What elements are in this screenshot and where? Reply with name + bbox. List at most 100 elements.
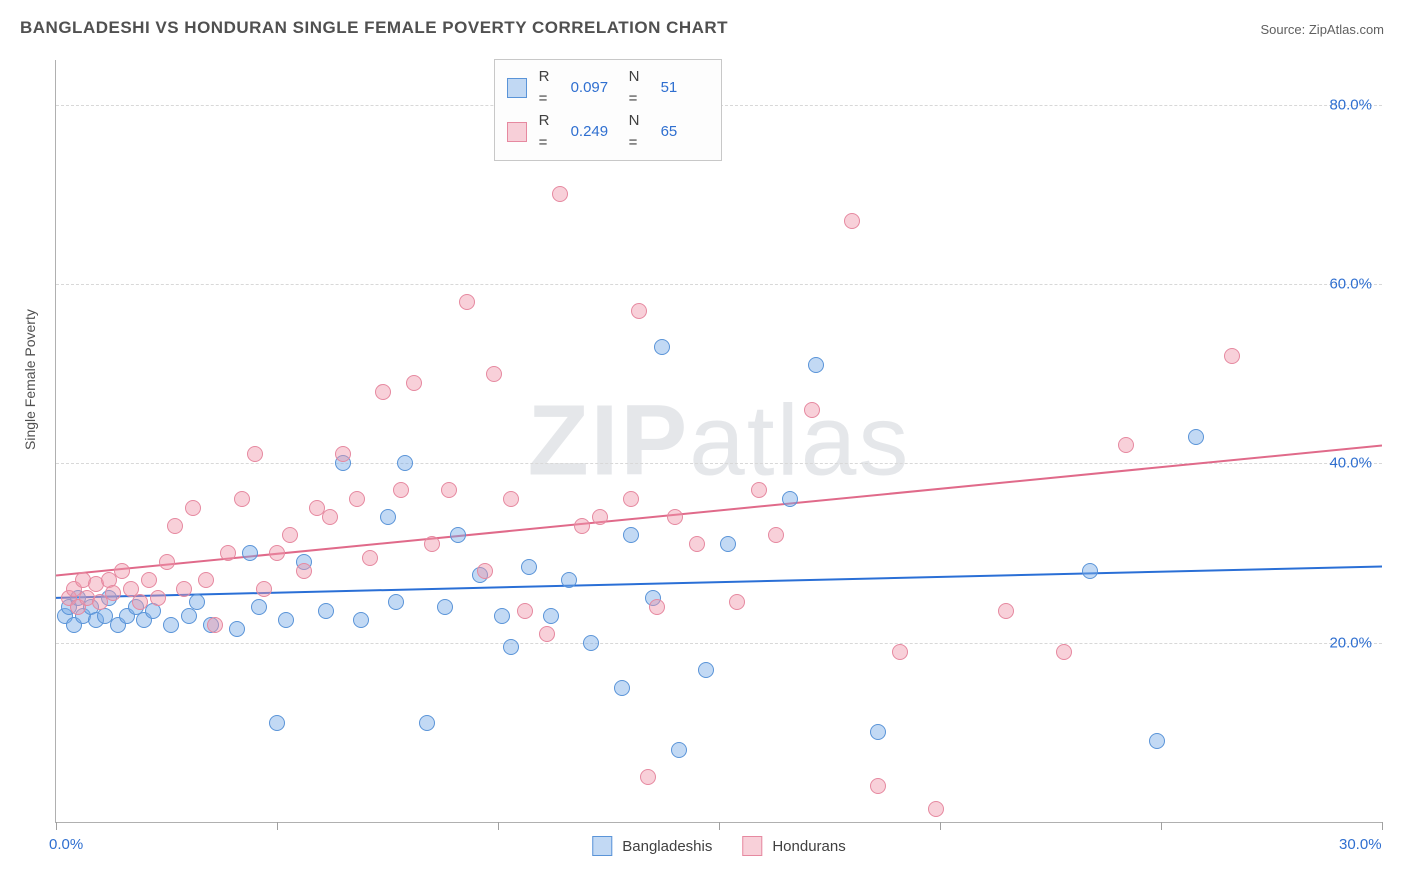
scatter-point xyxy=(353,612,369,628)
scatter-point xyxy=(406,375,422,391)
scatter-point xyxy=(808,357,824,373)
scatter-point xyxy=(574,518,590,534)
scatter-point xyxy=(539,626,555,642)
scatter-point xyxy=(207,617,223,633)
x-tick xyxy=(719,822,720,830)
x-axis-label-right: 30.0% xyxy=(1339,836,1382,853)
scatter-point xyxy=(892,644,908,660)
scatter-point xyxy=(220,545,236,561)
scatter-point xyxy=(198,572,214,588)
scatter-point xyxy=(583,635,599,651)
scatter-point xyxy=(269,545,285,561)
grid-line xyxy=(56,284,1382,285)
swatch-icon xyxy=(507,78,527,98)
scatter-point xyxy=(393,482,409,498)
scatter-point xyxy=(1082,563,1098,579)
swatch-icon xyxy=(507,122,527,142)
legend-label: Hondurans xyxy=(772,838,845,855)
scatter-point xyxy=(521,559,537,575)
scatter-point xyxy=(185,500,201,516)
bottom-legend: Bangladeshis Hondurans xyxy=(592,836,845,856)
y-tick-label: 40.0% xyxy=(1329,455,1372,472)
scatter-point xyxy=(640,769,656,785)
stat-label-R: R = xyxy=(539,110,561,154)
swatch-icon xyxy=(592,836,612,856)
y-tick-label: 80.0% xyxy=(1329,96,1372,113)
scatter-point xyxy=(592,509,608,525)
source-label: Source: ZipAtlas.com xyxy=(1260,22,1384,37)
watermark-bold: ZIP xyxy=(528,385,690,497)
scatter-point xyxy=(388,594,404,610)
scatter-point xyxy=(437,599,453,615)
swatch-icon xyxy=(742,836,762,856)
scatter-point xyxy=(247,446,263,462)
scatter-point xyxy=(189,594,205,610)
scatter-point xyxy=(561,572,577,588)
scatter-point xyxy=(362,550,378,566)
scatter-point xyxy=(251,599,267,615)
y-axis-label: Single Female Poverty xyxy=(22,309,38,450)
scatter-point xyxy=(282,527,298,543)
scatter-point xyxy=(614,680,630,696)
scatter-point xyxy=(105,585,121,601)
scatter-point xyxy=(870,724,886,740)
scatter-point xyxy=(654,339,670,355)
scatter-point xyxy=(804,402,820,418)
stat-label-N: N = xyxy=(629,110,651,154)
scatter-point xyxy=(335,446,351,462)
scatter-point xyxy=(729,594,745,610)
stat-value-N: 65 xyxy=(661,121,709,143)
scatter-point xyxy=(623,527,639,543)
scatter-point xyxy=(494,608,510,624)
scatter-point xyxy=(667,509,683,525)
scatter-point xyxy=(278,612,294,628)
scatter-point xyxy=(1224,348,1240,364)
chart-title: BANGLADESHI VS HONDURAN SINGLE FEMALE PO… xyxy=(20,18,728,38)
grid-line xyxy=(56,463,1382,464)
scatter-point xyxy=(720,536,736,552)
legend-item-bangladeshis: Bangladeshis xyxy=(592,836,712,856)
stat-value-R: 0.249 xyxy=(571,121,619,143)
scatter-point xyxy=(234,491,250,507)
scatter-point xyxy=(998,603,1014,619)
stat-value-N: 51 xyxy=(661,77,709,99)
scatter-point xyxy=(1056,644,1072,660)
x-tick xyxy=(940,822,941,830)
y-tick-label: 60.0% xyxy=(1329,276,1372,293)
scatter-point xyxy=(698,662,714,678)
scatter-point xyxy=(167,518,183,534)
scatter-point xyxy=(114,563,130,579)
scatter-point xyxy=(503,639,519,655)
grid-line xyxy=(56,643,1382,644)
x-tick xyxy=(56,822,57,830)
scatter-point xyxy=(256,581,272,597)
scatter-point xyxy=(671,742,687,758)
plot-area: ZIPatlas 20.0% 40.0% 60.0% 80.0% R = 0.097 N … xyxy=(55,60,1382,823)
stat-value-R: 0.097 xyxy=(571,77,619,99)
scatter-point xyxy=(150,590,166,606)
scatter-point xyxy=(623,491,639,507)
scatter-point xyxy=(380,509,396,525)
scatter-point xyxy=(844,213,860,229)
scatter-point xyxy=(242,545,258,561)
scatter-point xyxy=(159,554,175,570)
scatter-point xyxy=(1188,429,1204,445)
scatter-point xyxy=(552,186,568,202)
scatter-point xyxy=(477,563,493,579)
scatter-point xyxy=(1149,733,1165,749)
scatter-point xyxy=(296,563,312,579)
scatter-point xyxy=(181,608,197,624)
scatter-point xyxy=(349,491,365,507)
y-tick-label: 20.0% xyxy=(1329,634,1372,651)
scatter-point xyxy=(229,621,245,637)
scatter-point xyxy=(751,482,767,498)
scatter-point xyxy=(141,572,157,588)
scatter-point xyxy=(450,527,466,543)
trend-lines xyxy=(56,60,1382,822)
scatter-point xyxy=(424,536,440,552)
trend-line xyxy=(56,567,1382,598)
legend-item-hondurans: Hondurans xyxy=(742,836,845,856)
scatter-point xyxy=(176,581,192,597)
scatter-point xyxy=(928,801,944,817)
watermark-light: atlas xyxy=(689,385,910,497)
